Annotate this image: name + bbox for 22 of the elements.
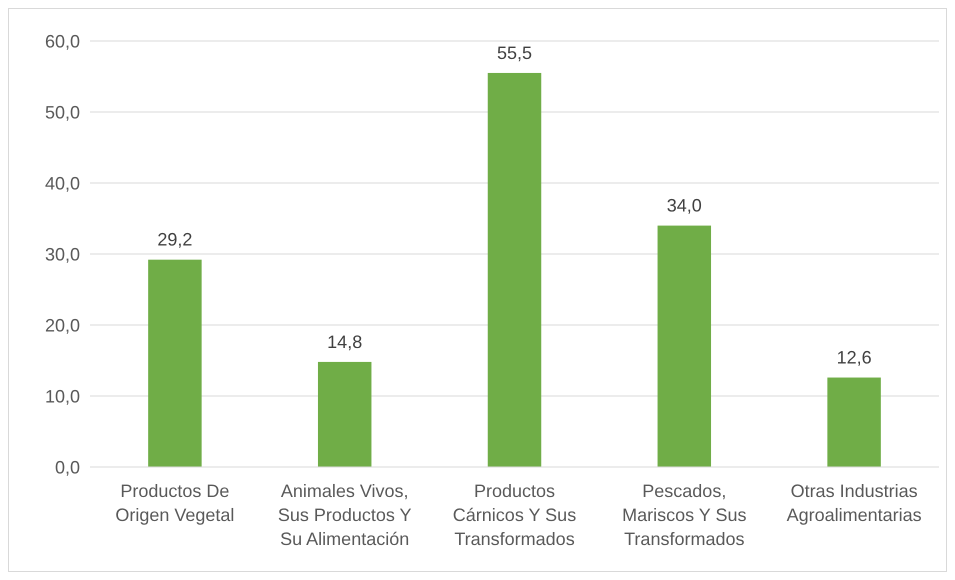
bar bbox=[658, 226, 712, 467]
x-tick-label: Otras Industrias Agroalimentarias bbox=[786, 481, 922, 525]
x-tick-label: Productos De Origen Vegetal bbox=[115, 481, 234, 525]
data-label: 34,0 bbox=[666, 196, 702, 216]
data-label: 55,5 bbox=[496, 42, 532, 63]
bar bbox=[148, 260, 202, 467]
data-label: 12,6 bbox=[836, 348, 872, 368]
bar bbox=[827, 378, 881, 467]
x-tick-label: Animales Vivos, Sus Productos Y Su Alimentación bbox=[278, 481, 412, 549]
x-tick-label: Pescados, Mariscos Y Sus Transformados bbox=[622, 481, 746, 549]
bar bbox=[488, 72, 542, 467]
x-tick-label: Productos Cárnicos Y Sus Transformados bbox=[452, 481, 576, 549]
bar bbox=[318, 362, 372, 467]
data-label: 14,8 bbox=[327, 332, 362, 352]
y-tick-label: 30,0 bbox=[44, 244, 80, 264]
y-tick-label: 20,0 bbox=[44, 315, 80, 336]
y-tick-label: 60,0 bbox=[44, 31, 80, 52]
data-label: 29,2 bbox=[157, 230, 192, 250]
y-tick-label: 10,0 bbox=[44, 386, 80, 406]
y-tick-label: 0,0 bbox=[54, 457, 80, 478]
y-tick-label: 50,0 bbox=[44, 102, 80, 122]
y-tick-label: 40,0 bbox=[44, 173, 80, 194]
